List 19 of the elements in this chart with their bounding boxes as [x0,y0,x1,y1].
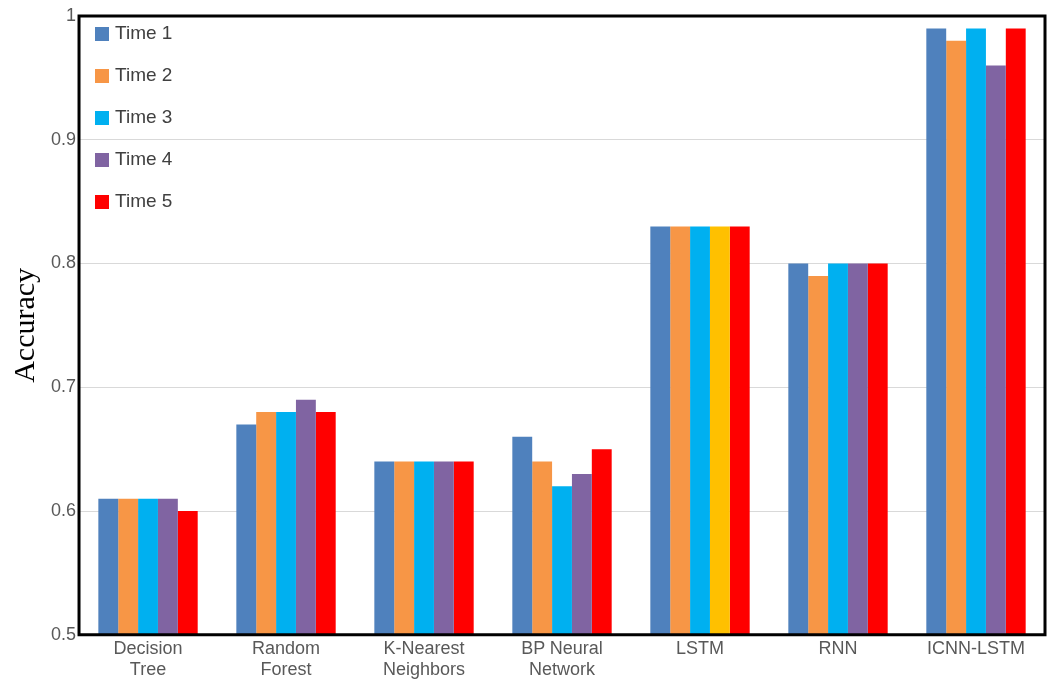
x-tick-label: LSTM [676,637,725,658]
y-tick-label: 0.9 [50,128,77,149]
legend-label: Time 3 [115,106,173,128]
legend-label: Time 2 [115,64,173,86]
x-tick-label: Random Forest [251,637,321,680]
y-tick-label: 1 [66,4,77,25]
legend-label: Time 5 [115,190,173,212]
legend-label: Time 4 [115,148,173,170]
x-tick-label: ICNN-LSTM [927,637,1025,658]
x-tick-label: BP Neural Network [521,637,603,680]
x-tick-label: K-Nearest Neighbors [382,637,466,680]
x-tick-label: Decision Tree [113,637,183,680]
legend-label: Time 1 [115,22,173,44]
y-axis-title: Accuracy [6,267,40,383]
y-tick-label: 0.6 [50,500,77,521]
x-tick-label: RNN [818,637,858,658]
y-tick-label: 0.7 [50,376,77,397]
y-tick-label: 0.8 [50,252,77,273]
y-tick-label: 0.5 [50,623,77,644]
